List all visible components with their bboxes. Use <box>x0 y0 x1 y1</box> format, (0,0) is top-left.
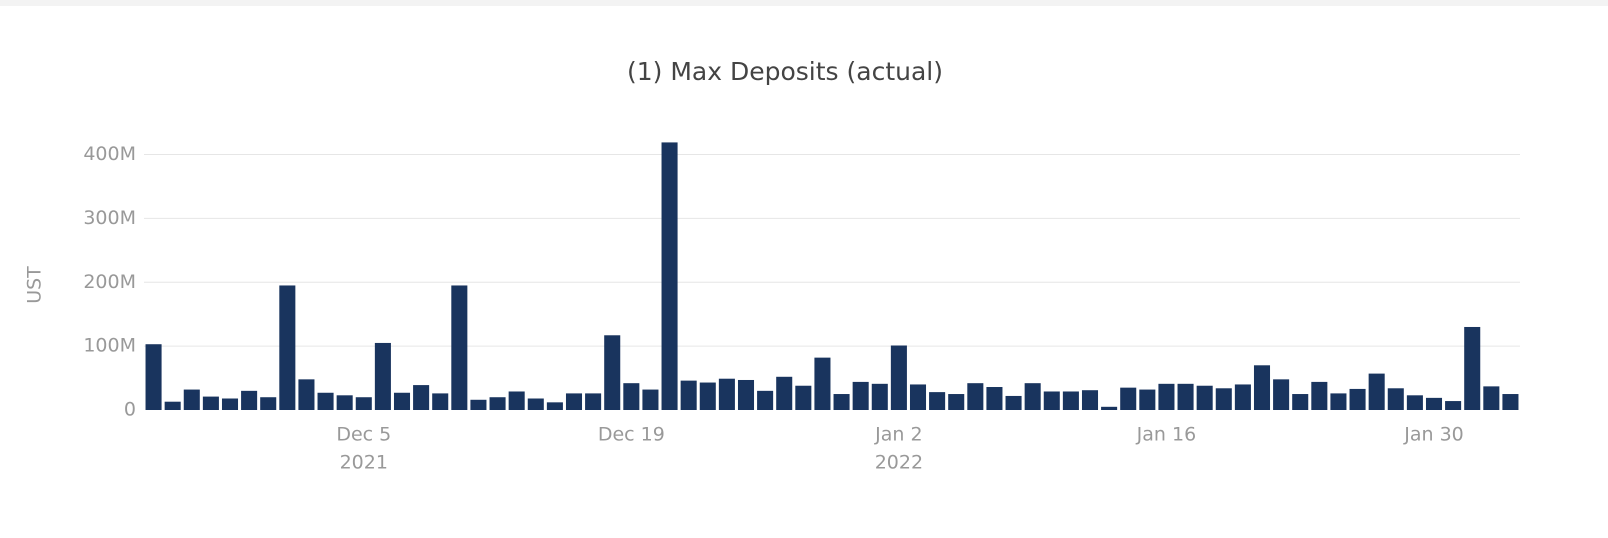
bar <box>1502 394 1519 410</box>
bar <box>202 396 219 410</box>
bar <box>757 390 774 410</box>
bar <box>145 344 162 410</box>
bar <box>1464 326 1481 410</box>
bar <box>241 390 258 410</box>
bar <box>221 398 239 410</box>
bar <box>1349 388 1366 410</box>
x-tick-label: Dec 5 <box>336 424 391 446</box>
bar <box>1024 383 1041 410</box>
bar <box>623 383 640 410</box>
bar <box>699 382 716 410</box>
bar <box>470 399 487 410</box>
bar <box>737 379 755 410</box>
bar <box>527 398 544 410</box>
bar <box>1387 388 1404 410</box>
bar <box>642 389 659 410</box>
x-tick-label: Dec 19 <box>598 424 665 446</box>
bar <box>814 357 831 410</box>
bar <box>1177 383 1194 410</box>
bar <box>967 383 984 410</box>
bar <box>1139 389 1156 410</box>
bar <box>776 376 793 410</box>
bar <box>393 392 411 410</box>
bar <box>929 392 946 410</box>
bar <box>317 392 334 410</box>
bar <box>413 385 430 410</box>
bar <box>833 394 850 410</box>
bar <box>565 393 583 410</box>
y-tick-label: 100M <box>83 335 136 357</box>
bar <box>183 389 200 410</box>
y-tick-label: 0 <box>124 399 136 421</box>
bar <box>1425 397 1443 410</box>
y-axis-label: UST <box>24 266 46 304</box>
bar <box>374 342 391 410</box>
bar <box>986 387 1003 410</box>
bar <box>432 393 449 410</box>
bar <box>890 345 907 410</box>
bar <box>1081 390 1099 410</box>
bar <box>1196 385 1213 410</box>
bar <box>260 397 277 410</box>
bar <box>1483 386 1500 410</box>
bar <box>661 142 678 410</box>
bar <box>1101 406 1118 410</box>
bar <box>1292 394 1309 410</box>
bar <box>871 383 888 410</box>
bar <box>508 391 525 410</box>
bar <box>451 285 468 410</box>
y-tick-label: 300M <box>83 207 136 229</box>
bar <box>1330 393 1347 410</box>
bar <box>718 378 735 410</box>
bar <box>1406 395 1423 410</box>
bar <box>1234 384 1251 410</box>
bar <box>546 402 563 410</box>
x-tick-label: Jan 16 <box>1136 424 1197 446</box>
bar <box>795 385 812 410</box>
y-tick-label: 200M <box>83 271 136 293</box>
bar <box>355 397 372 410</box>
bar <box>489 397 506 410</box>
x-tick-label: Jan 30 <box>1403 424 1464 446</box>
bar <box>604 335 621 410</box>
bar <box>680 380 697 410</box>
x-tick-label: Jan 2 <box>874 424 922 446</box>
bar <box>1005 395 1022 410</box>
bar <box>948 394 965 410</box>
bar <box>1215 388 1232 410</box>
bar <box>164 401 181 410</box>
bar <box>1062 391 1079 410</box>
y-tick-label: 400M <box>83 143 136 165</box>
bar <box>1273 379 1290 410</box>
bar <box>336 395 353 410</box>
bar <box>1368 373 1385 410</box>
chart-title: (1) Max Deposits (actual) <box>627 57 943 86</box>
bar <box>1311 381 1328 410</box>
x-tick-year: 2022 <box>875 452 923 474</box>
bar <box>1253 365 1271 410</box>
bar <box>279 285 296 410</box>
bar <box>1445 401 1462 410</box>
bar <box>909 384 927 410</box>
bar <box>1158 383 1175 410</box>
bar <box>298 379 315 410</box>
bar <box>1043 391 1060 410</box>
top-band <box>0 0 1608 6</box>
x-tick-year: 2021 <box>340 452 388 474</box>
bar <box>585 393 602 410</box>
bar <box>852 381 869 410</box>
bar <box>1120 387 1137 410</box>
